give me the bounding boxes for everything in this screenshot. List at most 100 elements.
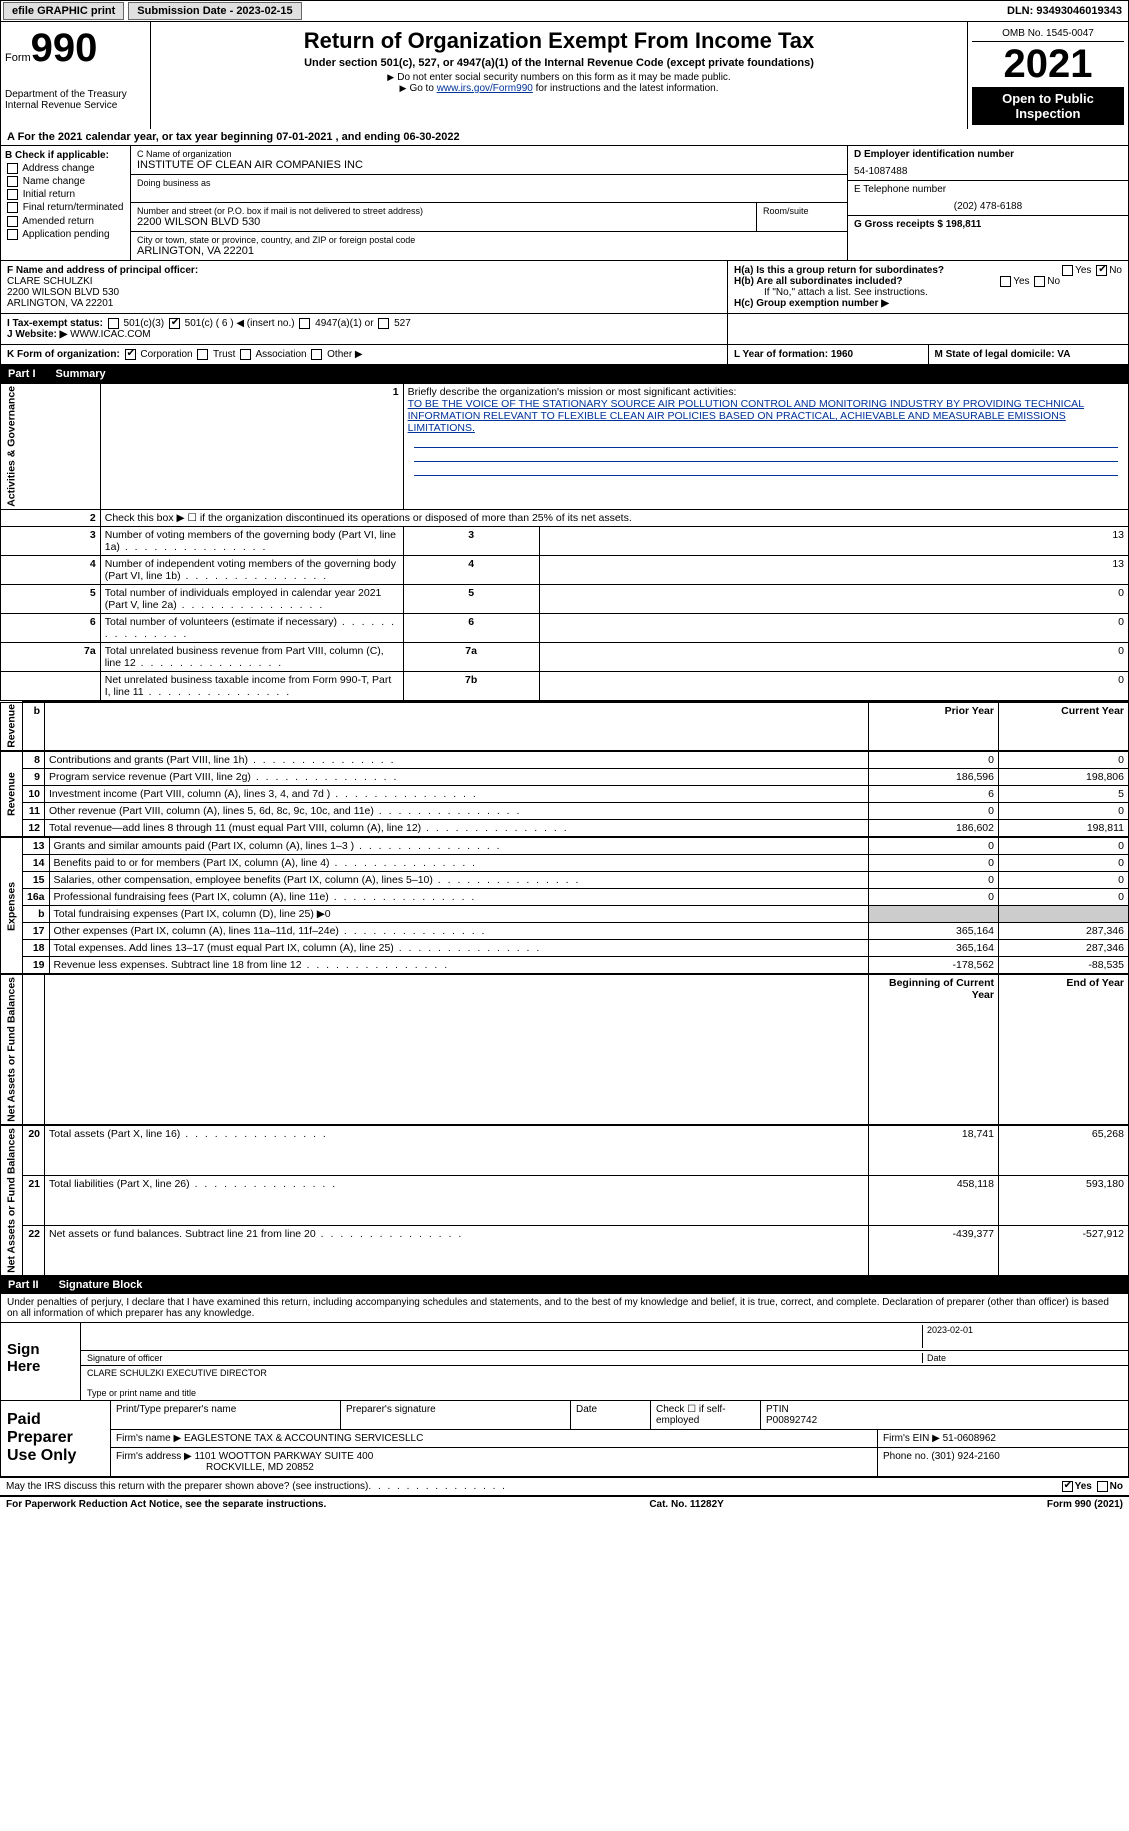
mission-line1 bbox=[414, 434, 1118, 448]
line2: Check this box ▶ ☐ if the organization d… bbox=[100, 510, 1128, 527]
exp-current: 0 bbox=[999, 838, 1129, 855]
h-b-note: If "No," attach a list. See instructions… bbox=[764, 287, 1122, 298]
rev-label: Total revenue—add lines 8 through 11 (mu… bbox=[45, 820, 869, 837]
ag-num bbox=[1, 672, 101, 701]
ag-num: 4 bbox=[1, 556, 101, 585]
ha-yes[interactable] bbox=[1062, 265, 1073, 276]
k-label: K Form of organization: bbox=[7, 349, 120, 360]
f-block: F Name and address of principal officer:… bbox=[1, 261, 728, 313]
rev-label: Other revenue (Part VIII, column (A), li… bbox=[45, 803, 869, 820]
expenses-body: Expenses 13 Grants and similar amounts p… bbox=[0, 837, 1129, 974]
form-box: Form990 Department of the Treasury Inter… bbox=[1, 22, 151, 129]
rev-num: 9 bbox=[23, 769, 45, 786]
irs-link[interactable]: www.irs.gov/Form990 bbox=[437, 83, 533, 94]
mission-line2 bbox=[414, 448, 1118, 462]
goto-post: for instructions and the latest informat… bbox=[533, 83, 719, 94]
net-label: Total liabilities (Part X, line 26) bbox=[45, 1176, 869, 1226]
chk-address-change[interactable]: Address change bbox=[5, 163, 126, 174]
chk-501c3[interactable] bbox=[108, 318, 119, 329]
col-b: B Check if applicable: Address change Na… bbox=[1, 146, 131, 260]
vert-exp: Expenses bbox=[1, 838, 23, 974]
exp-num: 17 bbox=[23, 923, 50, 940]
firm-addr2: ROCKVILLE, MD 20852 bbox=[206, 1462, 314, 1473]
col-prior: Prior Year bbox=[869, 702, 999, 751]
rev-current: 198,806 bbox=[999, 769, 1129, 786]
header-center: Return of Organization Exempt From Incom… bbox=[151, 22, 968, 129]
city-label: City or town, state or province, country… bbox=[137, 235, 841, 245]
addr-block: Number and street (or P.O. box if mail i… bbox=[131, 203, 847, 232]
part-i-title: Summary bbox=[56, 368, 106, 380]
exp-prior: 0 bbox=[869, 838, 999, 855]
firm-addr1: 1101 WOOTTON PARKWAY SUITE 400 bbox=[195, 1451, 374, 1462]
chk-527[interactable] bbox=[378, 318, 389, 329]
ag-val: 13 bbox=[539, 556, 1128, 585]
chk-assoc[interactable] bbox=[240, 349, 251, 360]
exp-label: Grants and similar amounts paid (Part IX… bbox=[49, 838, 868, 855]
sign-here-block: Sign Here 2023-02-01 Signature of office… bbox=[0, 1323, 1129, 1401]
year-box: OMB No. 1545-0047 2021 Open to Public In… bbox=[968, 22, 1128, 129]
may-irs-yes[interactable] bbox=[1062, 1481, 1073, 1492]
b-title: B Check if applicable: bbox=[5, 150, 109, 161]
chk-501c[interactable] bbox=[169, 318, 180, 329]
exp-prior: 0 bbox=[869, 889, 999, 906]
footer: For Paperwork Reduction Act Notice, see … bbox=[0, 1495, 1129, 1512]
vert-net2: Net Assets or Fund Balances bbox=[1, 1126, 23, 1276]
part-ii-header: Part II Signature Block bbox=[0, 1276, 1129, 1294]
col-begin: Beginning of Current Year bbox=[869, 975, 999, 1125]
h-a: H(a) Is this a group return for subordin… bbox=[734, 265, 1122, 276]
ha-no[interactable] bbox=[1096, 265, 1107, 276]
exp-label: Benefits paid to or for members (Part IX… bbox=[49, 855, 868, 872]
sign-here-label: Sign Here bbox=[1, 1323, 81, 1400]
officer-addr2: ARLINGTON, VA 22201 bbox=[7, 298, 113, 309]
rev-current: 0 bbox=[999, 752, 1129, 769]
ptin-val: P00892742 bbox=[766, 1415, 817, 1426]
rev-num: 11 bbox=[23, 803, 45, 820]
chk-amended[interactable]: Amended return bbox=[5, 216, 126, 227]
chk-trust[interactable] bbox=[197, 349, 208, 360]
dln: DLN: 93493046019343 bbox=[1007, 5, 1122, 17]
chk-name-change[interactable]: Name change bbox=[5, 176, 126, 187]
exp-label: Salaries, other compensation, employee b… bbox=[49, 872, 868, 889]
i-label: I Tax-exempt status: bbox=[7, 318, 103, 329]
chk-final-return[interactable]: Final return/terminated bbox=[5, 202, 126, 213]
rev-num: 10 bbox=[23, 786, 45, 803]
tel-val: (202) 478-6188 bbox=[854, 201, 1122, 212]
may-irs-no[interactable] bbox=[1097, 1481, 1108, 1492]
exp-num: 19 bbox=[23, 957, 50, 974]
efile-print-button[interactable]: efile GRAPHIC print bbox=[3, 2, 124, 20]
rev-label: Program service revenue (Part VIII, line… bbox=[45, 769, 869, 786]
ag-num: 5 bbox=[1, 585, 101, 614]
form-footer: Form 990 (2021) bbox=[1047, 1499, 1123, 1510]
exp-current: 0 bbox=[999, 855, 1129, 872]
hb-no[interactable] bbox=[1034, 276, 1045, 287]
line-a-text: A For the 2021 calendar year, or tax yea… bbox=[7, 131, 460, 143]
hb-yes[interactable] bbox=[1000, 276, 1011, 287]
k-block: K Form of organization: Corporation Trus… bbox=[1, 345, 728, 364]
exp-current: -88,535 bbox=[999, 957, 1129, 974]
chk-app-pending[interactable]: Application pending bbox=[5, 229, 126, 240]
check-self-emp[interactable]: Check ☐ if self-employed bbox=[651, 1401, 761, 1429]
part-ii-num: Part II bbox=[8, 1279, 39, 1291]
firm-ein-val: 51-0608962 bbox=[943, 1433, 996, 1444]
line1-num: 1 bbox=[100, 384, 403, 510]
sig-officer-line bbox=[87, 1325, 922, 1348]
net-begin: 18,741 bbox=[869, 1126, 999, 1176]
lm-block: L Year of formation: 1960 M State of leg… bbox=[728, 345, 1128, 364]
chk-corp[interactable] bbox=[125, 349, 136, 360]
phone-label: Phone no. bbox=[883, 1451, 929, 1462]
net-end: 65,268 bbox=[999, 1126, 1129, 1176]
city-val: ARLINGTON, VA 22201 bbox=[137, 245, 841, 257]
i-block: I Tax-exempt status: 501(c)(3) 501(c) ( … bbox=[1, 314, 728, 344]
officer-name-title: CLARE SCHULZKI EXECUTIVE DIRECTOR bbox=[87, 1368, 1122, 1384]
ag-num: 7a bbox=[1, 643, 101, 672]
h-b: H(b) Are all subordinates included? Yes … bbox=[734, 276, 1122, 287]
chk-initial-return[interactable]: Initial return bbox=[5, 189, 126, 200]
org-name-label: C Name of organization bbox=[137, 149, 841, 159]
submission-date-button[interactable]: Submission Date - 2023-02-15 bbox=[128, 2, 301, 20]
exp-prior: -178,562 bbox=[869, 957, 999, 974]
ein-label: D Employer identification number bbox=[854, 149, 1014, 160]
chk-4947[interactable] bbox=[299, 318, 310, 329]
ag-val: 0 bbox=[539, 585, 1128, 614]
chk-other[interactable] bbox=[311, 349, 322, 360]
p-date-label: Date bbox=[571, 1401, 651, 1429]
